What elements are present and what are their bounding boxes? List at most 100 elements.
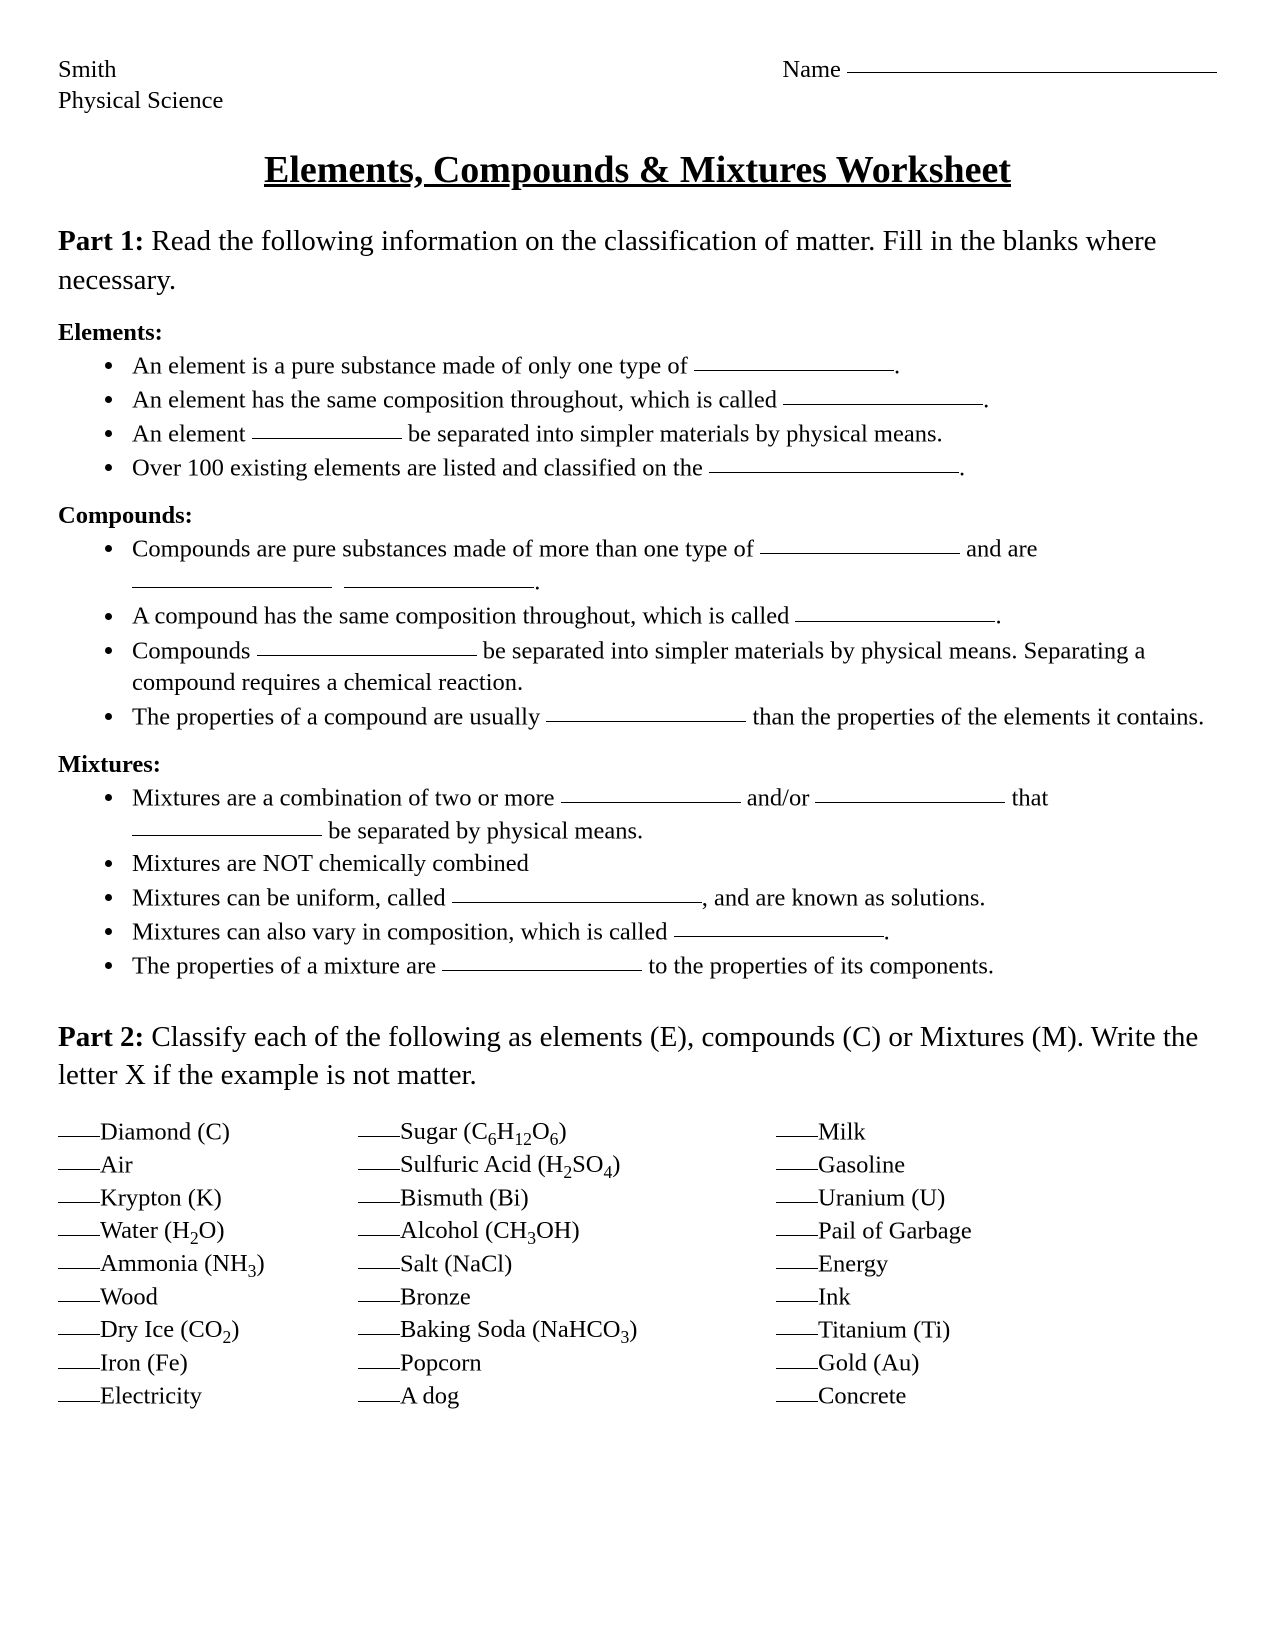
- answer-blank[interactable]: [358, 1278, 400, 1302]
- classify-item: Alcohol (CH3OH): [358, 1214, 776, 1247]
- classify-item: Gasoline: [776, 1148, 1076, 1181]
- compounds-b4-a: The properties of a compound are usually: [132, 703, 546, 730]
- blank[interactable]: [709, 449, 959, 473]
- answer-blank[interactable]: [58, 1212, 100, 1236]
- compounds-heading: Compounds:: [58, 502, 1217, 530]
- compounds-b3-a: Compounds: [132, 637, 257, 664]
- classify-item: Dry Ice (CO2): [58, 1313, 358, 1346]
- item-label: Popcorn: [400, 1350, 482, 1377]
- classify-item: Bismuth (Bi): [358, 1181, 776, 1214]
- answer-blank[interactable]: [58, 1344, 100, 1368]
- answer-blank[interactable]: [58, 1113, 100, 1137]
- mixtures-b1-c: and/or: [741, 784, 816, 811]
- mixtures-b2: Mixtures are NOT chemically combined: [126, 848, 1217, 880]
- compounds-b1-e: .: [534, 569, 540, 596]
- blank[interactable]: [783, 381, 983, 405]
- blank[interactable]: [452, 879, 702, 903]
- classify-item: Baking Soda (NaHCO3): [358, 1313, 776, 1346]
- item-label: Concrete: [818, 1383, 906, 1410]
- part2-label: Part 2:: [58, 1021, 144, 1053]
- header: Smith Physical Science Name: [58, 55, 1217, 116]
- blank[interactable]: [760, 530, 960, 554]
- answer-blank[interactable]: [358, 1146, 400, 1170]
- classify-item: Pail of Garbage: [776, 1214, 1076, 1247]
- part1-label: Part 1:: [58, 225, 144, 257]
- part2-intro: Part 2: Classify each of the following a…: [58, 1018, 1217, 1095]
- answer-blank[interactable]: [776, 1113, 818, 1137]
- elements-b2: An element has the same composition thro…: [126, 383, 1217, 416]
- elements-b4: Over 100 existing elements are listed an…: [126, 451, 1217, 484]
- answer-blank[interactable]: [776, 1377, 818, 1401]
- name-blank-line[interactable]: [847, 72, 1217, 73]
- compounds-b3: Compounds be separated into simpler mate…: [126, 634, 1217, 699]
- item-label: Baking Soda (NaHCO3): [400, 1316, 637, 1343]
- classify-item: Air: [58, 1148, 358, 1181]
- answer-blank[interactable]: [776, 1344, 818, 1368]
- part2-col2: Sugar (C6H12O6)Sulfuric Acid (H2SO4)Bism…: [358, 1115, 776, 1413]
- blank[interactable]: [344, 563, 534, 587]
- classify-item: Wood: [58, 1280, 358, 1313]
- mixtures-b1-e: that: [1005, 784, 1048, 811]
- item-label: Dry Ice (CO2): [100, 1316, 239, 1343]
- answer-blank[interactable]: [776, 1311, 818, 1335]
- item-label: Ammonia (NH3): [100, 1250, 265, 1277]
- classify-item: Ammonia (NH3): [58, 1247, 358, 1280]
- blank[interactable]: [132, 563, 332, 587]
- answer-blank[interactable]: [776, 1278, 818, 1302]
- classify-item: Popcorn: [358, 1346, 776, 1379]
- answer-blank[interactable]: [358, 1113, 400, 1137]
- item-label: Titanium (Ti): [818, 1316, 950, 1343]
- mixtures-b4-c: .: [884, 918, 890, 945]
- compounds-b2-c: .: [995, 603, 1001, 630]
- answer-blank[interactable]: [58, 1278, 100, 1302]
- elements-b3-a: An element: [132, 420, 252, 447]
- blank[interactable]: [795, 597, 995, 621]
- elements-b2-a: An element has the same composition thro…: [132, 386, 783, 413]
- answer-blank[interactable]: [358, 1212, 400, 1236]
- course-name: Physical Science: [58, 86, 223, 117]
- item-label: Bronze: [400, 1283, 471, 1310]
- mixtures-b3: Mixtures can be uniform, called , and ar…: [126, 881, 1217, 914]
- header-left: Smith Physical Science: [58, 55, 223, 116]
- compounds-b2-a: A compound has the same composition thro…: [132, 603, 795, 630]
- mixtures-b1-g: be separated by physical means.: [322, 817, 643, 844]
- part2-grid: Diamond (C)AirKrypton (K)Water (H2O)Ammo…: [58, 1115, 1217, 1413]
- mixtures-b4-a: Mixtures can also vary in composition, w…: [132, 918, 674, 945]
- compounds-b4: The properties of a compound are usually…: [126, 700, 1217, 733]
- worksheet-page: Smith Physical Science Name Elements, Co…: [0, 0, 1275, 1651]
- blank[interactable]: [694, 347, 894, 371]
- answer-blank[interactable]: [58, 1311, 100, 1335]
- answer-blank[interactable]: [776, 1212, 818, 1236]
- blank[interactable]: [132, 812, 322, 836]
- blank[interactable]: [815, 779, 1005, 803]
- blank[interactable]: [674, 913, 884, 937]
- answer-blank[interactable]: [358, 1377, 400, 1401]
- item-label: Ink: [818, 1283, 851, 1310]
- answer-blank[interactable]: [776, 1179, 818, 1203]
- answer-blank[interactable]: [358, 1179, 400, 1203]
- item-label: A dog: [400, 1383, 459, 1410]
- answer-blank[interactable]: [358, 1344, 400, 1368]
- mixtures-heading: Mixtures:: [58, 751, 1217, 779]
- answer-blank[interactable]: [776, 1245, 818, 1269]
- teacher-name: Smith: [58, 55, 223, 86]
- blank[interactable]: [561, 779, 741, 803]
- mixtures-b5-c: to the properties of its components.: [642, 952, 994, 979]
- answer-blank[interactable]: [358, 1311, 400, 1335]
- classify-item: Sulfuric Acid (H2SO4): [358, 1148, 776, 1181]
- answer-blank[interactable]: [358, 1245, 400, 1269]
- item-label: Sulfuric Acid (H2SO4): [400, 1151, 620, 1178]
- classify-item: Ink: [776, 1280, 1076, 1313]
- answer-blank[interactable]: [58, 1146, 100, 1170]
- elements-b1-a: An element is a pure substance made of o…: [132, 352, 694, 379]
- blank[interactable]: [252, 415, 402, 439]
- answer-blank[interactable]: [776, 1146, 818, 1170]
- blank[interactable]: [442, 947, 642, 971]
- classify-item: A dog: [358, 1379, 776, 1412]
- blank[interactable]: [257, 632, 477, 656]
- blank[interactable]: [546, 698, 746, 722]
- item-label: Krypton (K): [100, 1184, 222, 1211]
- answer-blank[interactable]: [58, 1377, 100, 1401]
- answer-blank[interactable]: [58, 1179, 100, 1203]
- answer-blank[interactable]: [58, 1245, 100, 1269]
